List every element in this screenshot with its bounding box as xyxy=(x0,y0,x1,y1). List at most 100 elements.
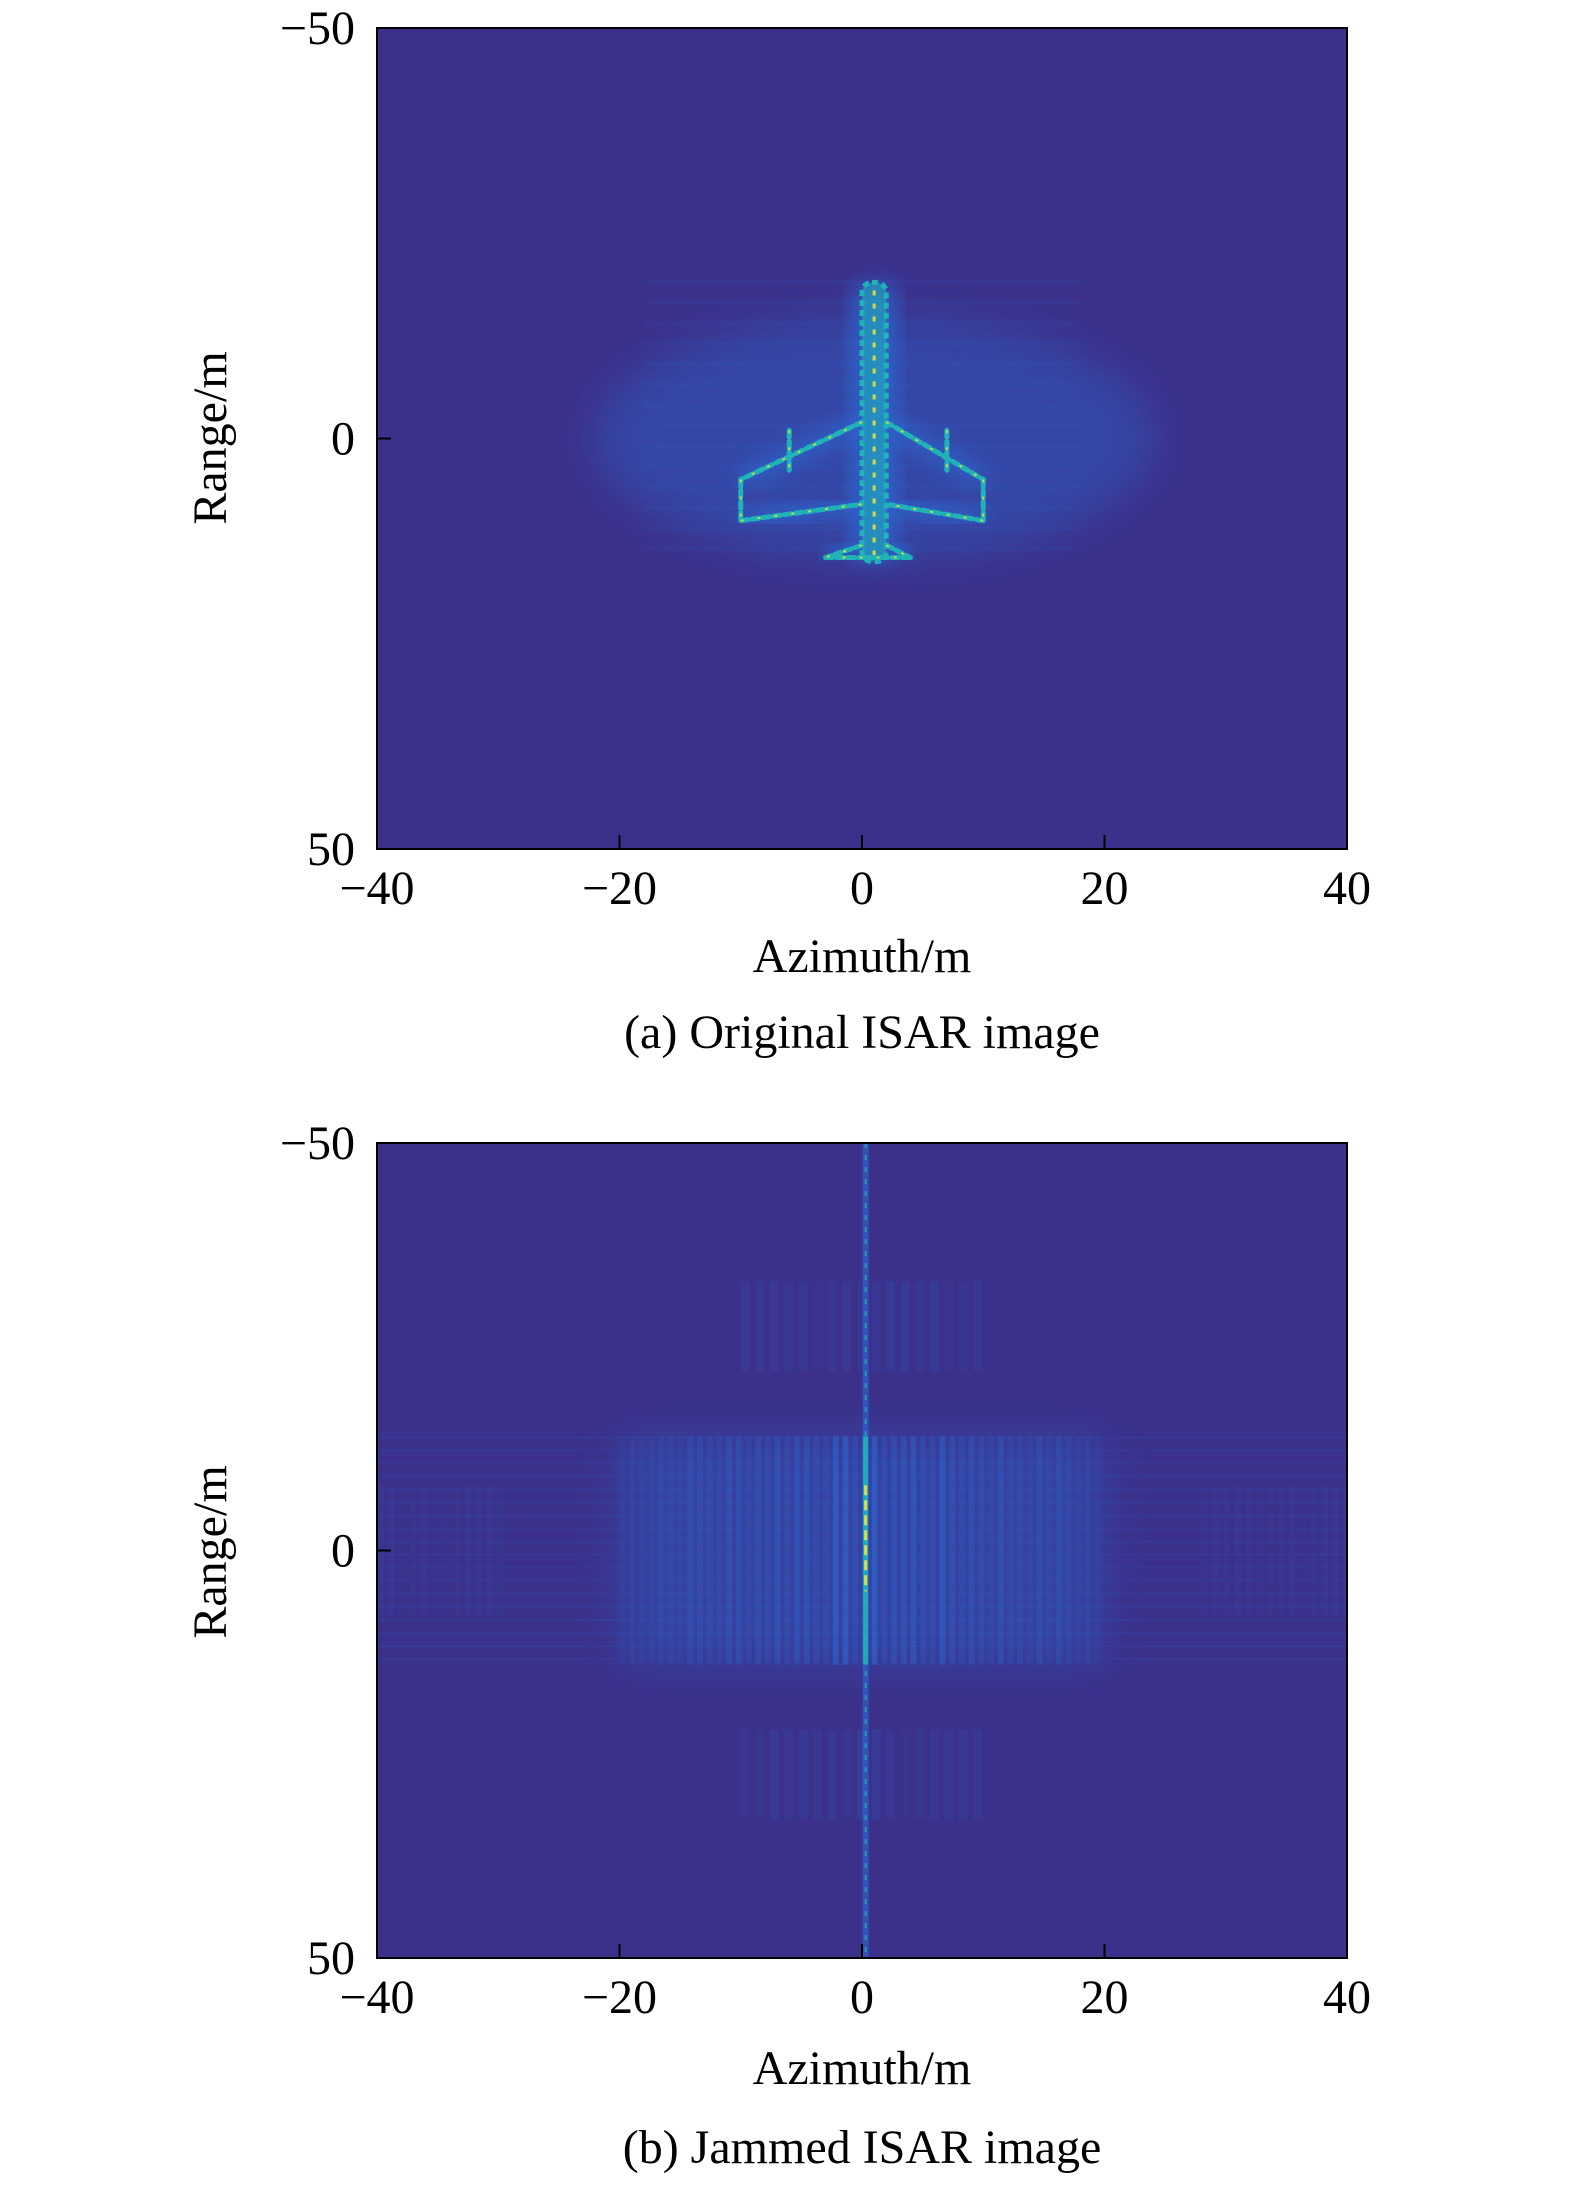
ylabel-a: Range/m xyxy=(184,351,237,524)
x-tick-label: 0 xyxy=(850,1971,874,2024)
jamming-stripe xyxy=(978,1436,985,1665)
xlabel-b: Azimuth/m xyxy=(753,2042,972,2095)
jamming-stripe xyxy=(726,1436,733,1665)
jamming-stripe xyxy=(706,1436,713,1665)
jamming-stripe xyxy=(1245,1485,1252,1616)
jamming-stripe xyxy=(944,1729,954,1820)
ylabel-b: Range/m xyxy=(184,1465,237,1638)
jamming-stripe xyxy=(769,1281,779,1372)
jamming-stripe xyxy=(798,1729,808,1820)
jamming-stripe xyxy=(900,1281,910,1372)
jamming-stripe xyxy=(939,1436,946,1665)
jamming-stripe xyxy=(1026,1436,1033,1665)
jamming-stripe xyxy=(1046,1436,1053,1665)
jamming-stripe xyxy=(871,1729,881,1820)
ticks-b: −40 −20 0 20 40 −50 0 50 xyxy=(280,1117,1371,2024)
jamming-stripe xyxy=(1017,1436,1024,1665)
jamming-stripe xyxy=(968,1436,975,1665)
jamming-stripe xyxy=(1056,1436,1062,1665)
range-texture xyxy=(377,1501,1347,1504)
jamming-stripe xyxy=(828,1281,837,1372)
jamming-stripe xyxy=(1234,1485,1241,1616)
heatmap-jammed xyxy=(377,1143,1347,1958)
scatterer-peak xyxy=(825,544,863,559)
jamming-stripe xyxy=(1332,1485,1339,1616)
x-tick-label: −20 xyxy=(582,1971,657,2024)
y-tick-label: −50 xyxy=(280,2,355,55)
panel-jammed-isar: −40 −20 0 20 40 −50 0 50 Azimuth/m Range/m (b) … xyxy=(184,1117,1371,2174)
jamming-stripe xyxy=(1085,1436,1091,1665)
jamming-stripe xyxy=(431,1485,439,1616)
range-texture xyxy=(377,1658,1347,1661)
jamming-stripe xyxy=(871,1436,878,1665)
jamming-stripe xyxy=(842,1436,849,1665)
jamming-stripe xyxy=(1288,1485,1296,1616)
jamming-stripe xyxy=(881,1436,888,1665)
range-texture xyxy=(377,1553,1347,1556)
range-texture xyxy=(377,1449,1347,1452)
jamming-stripe xyxy=(803,1436,810,1665)
range-texture xyxy=(377,1632,1347,1634)
x-tick-label: −20 xyxy=(582,862,657,915)
jamming-glow xyxy=(619,1436,1105,1665)
range-texture xyxy=(377,1579,1347,1582)
heatmap-original xyxy=(594,280,1155,567)
jamming-stripe xyxy=(886,1281,895,1372)
jamming-stripe xyxy=(716,1436,723,1665)
xlabel-a: Azimuth/m xyxy=(753,930,972,983)
jamming-stripe xyxy=(944,1281,954,1372)
jamming-stripe xyxy=(697,1436,703,1665)
jamming-stripe xyxy=(1343,1485,1347,1616)
jamming-stripe xyxy=(1065,1436,1072,1665)
jamming-stripe xyxy=(1201,1485,1209,1616)
range-texture xyxy=(377,1592,1347,1595)
jamming-stripe xyxy=(973,1729,983,1820)
ticks-a: −40 −20 0 20 40 −50 0 50 xyxy=(280,2,1371,915)
jamming-stripe xyxy=(915,1281,925,1372)
x-tick-label: 40 xyxy=(1323,1971,1371,2024)
range-texture xyxy=(377,1605,1347,1608)
sidelobe-streak xyxy=(643,280,1081,284)
range-texture xyxy=(377,1618,1347,1621)
jamming-stripe xyxy=(929,1436,936,1665)
jamming-stripe xyxy=(648,1436,655,1665)
scatterer-edge xyxy=(883,542,913,561)
panel-original-isar: −40 −20 0 20 40 −50 0 50 Azimuth/m Range/m (a) … xyxy=(184,2,1371,1059)
range-texture xyxy=(377,1475,1347,1478)
jamming-stripe xyxy=(442,1485,449,1615)
x-tick-label: −40 xyxy=(339,1971,414,2024)
jamming-stripe xyxy=(619,1436,626,1665)
jamming-stripe xyxy=(842,1729,852,1820)
scatterer-edge xyxy=(738,419,865,483)
jamming-stripe xyxy=(798,1281,808,1372)
jamming-stripe xyxy=(828,1729,837,1820)
jamming-stripe xyxy=(658,1436,665,1665)
jamming-stripe xyxy=(1277,1485,1285,1616)
jamming-stripe xyxy=(1299,1485,1307,1616)
jamming-stripe xyxy=(755,1436,762,1665)
jamming-stripe xyxy=(740,1729,750,1820)
jamming-stripe xyxy=(959,1281,968,1372)
jamming-stripe xyxy=(668,1436,674,1665)
jamming-stripe xyxy=(886,1729,895,1820)
jamming-stripe xyxy=(910,1436,917,1665)
x-tick-label: 20 xyxy=(1081,1971,1129,2024)
jamming-stripe xyxy=(774,1436,781,1665)
jamming-stripe xyxy=(1212,1485,1219,1616)
jamming-stripe xyxy=(813,1729,823,1820)
jamming-stripe xyxy=(453,1485,460,1616)
jamming-stripe xyxy=(629,1436,636,1665)
jamming-stripe xyxy=(949,1436,956,1665)
y-tick-label: 50 xyxy=(307,1932,355,1985)
jamming-stripe xyxy=(486,1485,493,1616)
jamming-stripe xyxy=(398,1485,406,1616)
jamming-stripe xyxy=(740,1281,750,1372)
jamming-stripe xyxy=(813,1281,823,1372)
jamming-stripe xyxy=(784,1436,791,1665)
jamming-stripe xyxy=(973,1281,983,1372)
y-tick-label: 0 xyxy=(331,413,355,466)
jamming-stripe xyxy=(1321,1485,1329,1616)
jamming-stripe xyxy=(842,1281,852,1372)
jamming-stripe xyxy=(832,1436,839,1665)
